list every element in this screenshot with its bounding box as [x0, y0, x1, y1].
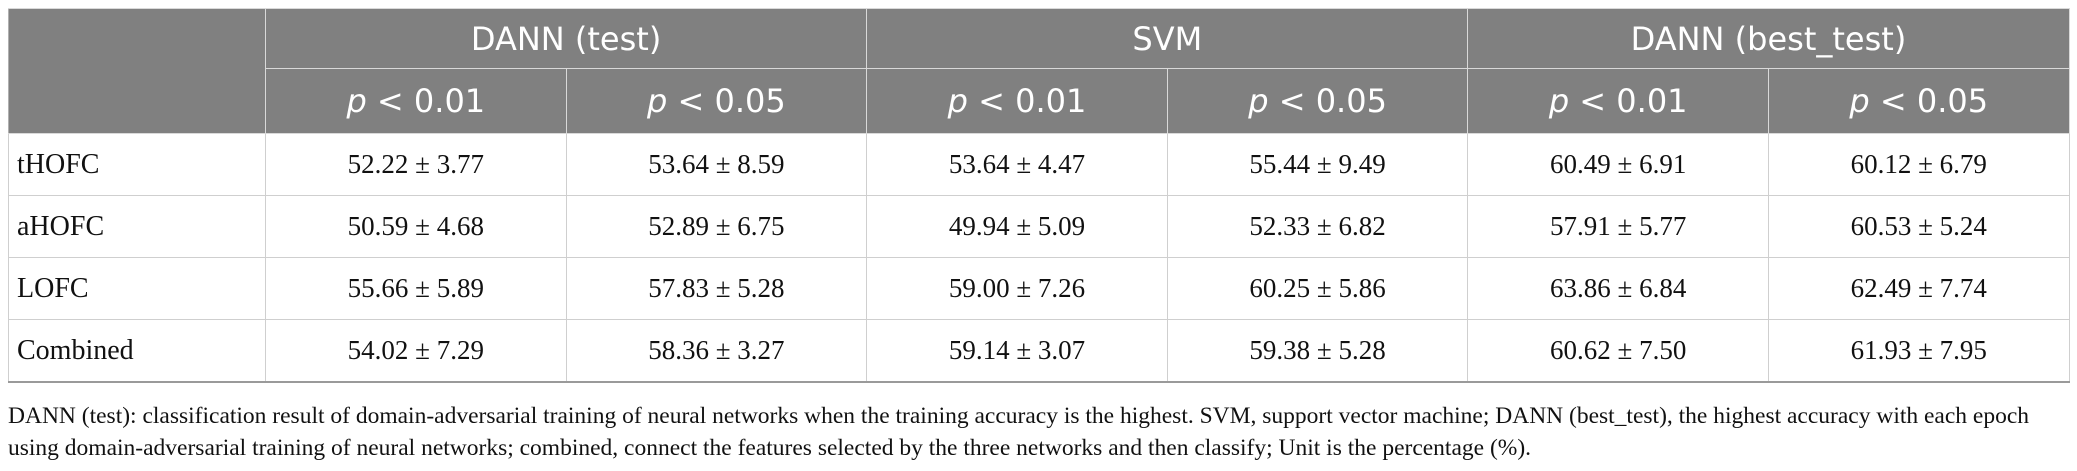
table-cell: 59.38 ± 5.28: [1166, 319, 1469, 383]
threshold-label: < 0.01: [366, 82, 486, 120]
table-cell: 50.59 ± 4.68: [265, 195, 567, 258]
threshold-label: < 0.01: [1569, 82, 1688, 120]
table-row: tHOFC 52.22 ± 3.77 53.64 ± 8.59 53.64 ± …: [8, 133, 2070, 196]
table-cell: 53.64 ± 8.59: [565, 133, 868, 196]
table-cell: 55.44 ± 9.49: [1166, 133, 1469, 196]
row-label: tHOFC: [8, 133, 266, 196]
threshold-label: < 0.05: [667, 82, 786, 120]
table-cell: 60.49 ± 6.91: [1467, 133, 1769, 196]
table-row: aHOFC 50.59 ± 4.68 52.89 ± 6.75 49.94 ± …: [8, 195, 2070, 258]
table-cell: 59.14 ± 3.07: [866, 319, 1168, 383]
table-cell: 54.02 ± 7.29: [265, 319, 567, 383]
table-cell: 60.12 ± 6.79: [1767, 133, 2070, 196]
p-symbol: p: [947, 82, 968, 120]
table-cell: 57.83 ± 5.28: [565, 257, 868, 320]
sub-header-cell: p < 0.01: [866, 68, 1168, 134]
results-table-container: DANN (test) SVM DANN (best_test) p < 0.0…: [8, 8, 2070, 383]
table-cell: 57.91 ± 5.77: [1467, 195, 1769, 258]
sub-header-row: p < 0.01 p < 0.05 p < 0.01 p < 0.05 p < …: [9, 68, 2070, 134]
table-footnote: DANN (test): classification result of do…: [8, 403, 2030, 461]
table-cell: 61.93 ± 7.95: [1767, 319, 2070, 383]
table-cell: 60.53 ± 5.24: [1767, 195, 2070, 258]
p-symbol: p: [346, 82, 367, 120]
group-header-svm: SVM: [866, 8, 1469, 69]
corner-header-cell: [8, 8, 266, 134]
sub-header-cell: p < 0.05: [1767, 68, 2070, 134]
table-cell: 60.25 ± 5.86: [1166, 257, 1469, 320]
table-row: LOFC 55.66 ± 5.89 57.83 ± 5.28 59.00 ± 7…: [8, 257, 2070, 320]
table-row: Combined 54.02 ± 7.29 58.36 ± 3.27 59.14…: [8, 319, 2070, 383]
table-cell: 55.66 ± 5.89: [265, 257, 567, 320]
table-cell: 58.36 ± 3.27: [565, 319, 868, 383]
row-label: aHOFC: [8, 195, 266, 258]
group-header-dann-best-test: DANN (best_test): [1467, 8, 2070, 69]
p-symbol: p: [1548, 82, 1570, 120]
threshold-label: < 0.05: [1268, 82, 1387, 120]
threshold-label: < 0.01: [967, 82, 1087, 120]
p-symbol: p: [647, 82, 668, 120]
group-header-row: DANN (test) SVM DANN (best_test): [8, 8, 2070, 134]
sub-header-cell: p < 0.01: [265, 68, 567, 134]
table-cell: 60.62 ± 7.50: [1467, 319, 1769, 383]
group-header-dann-test: DANN (test): [264, 8, 868, 69]
table-cell: 62.49 ± 7.74: [1767, 257, 2070, 320]
threshold-label: < 0.05: [1869, 82, 1989, 120]
row-label: LOFC: [8, 257, 266, 320]
p-symbol: p: [1248, 82, 1269, 120]
results-table: DANN (test) SVM DANN (best_test) p < 0.0…: [8, 8, 2070, 383]
table-cell: 59.00 ± 7.26: [866, 257, 1168, 320]
table-cell: 52.89 ± 6.75: [565, 195, 868, 258]
table-cell: 63.86 ± 6.84: [1467, 257, 1769, 320]
sub-header-cell: p < 0.05: [1166, 68, 1469, 134]
sub-header-cell: p < 0.05: [565, 68, 868, 134]
row-label: Combined: [8, 319, 266, 383]
sub-header-cell: p < 0.01: [1467, 68, 1769, 134]
table-cell: 52.22 ± 3.77: [265, 133, 567, 196]
table-cell: 52.33 ± 6.82: [1166, 195, 1469, 258]
table-cell: 49.94 ± 5.09: [866, 195, 1168, 258]
table-cell: 53.64 ± 4.47: [866, 133, 1168, 196]
p-symbol: p: [1849, 82, 1870, 120]
